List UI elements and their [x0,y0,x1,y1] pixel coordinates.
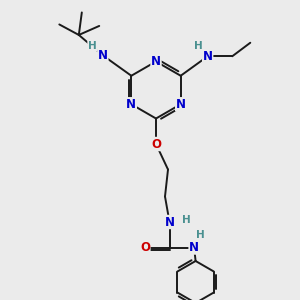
Text: N: N [176,98,186,111]
Text: H: H [88,41,97,51]
Text: H: H [194,41,203,51]
Text: O: O [140,241,150,254]
Text: N: N [203,50,213,63]
Text: N: N [126,98,136,111]
Text: N: N [151,55,161,68]
Text: H: H [182,214,190,225]
Text: N: N [98,49,108,62]
Text: H: H [196,230,205,240]
Text: O: O [151,137,161,151]
Text: N: N [164,215,175,229]
Text: N: N [189,241,199,254]
